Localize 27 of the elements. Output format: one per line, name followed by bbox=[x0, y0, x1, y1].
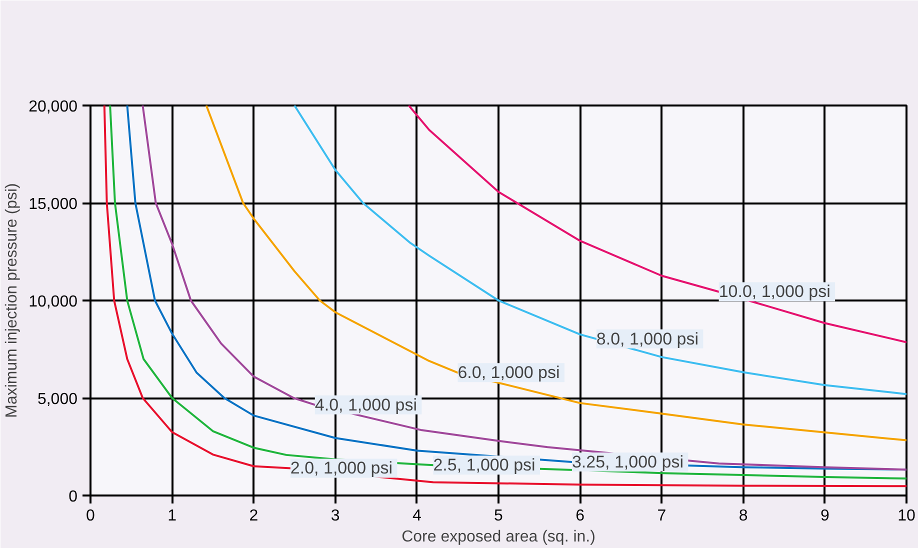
x-tick-label: 10 bbox=[898, 508, 916, 524]
y-tick-label: 5,000 bbox=[37, 391, 78, 408]
annotation: 8.0, 1,000 psi bbox=[596, 329, 698, 348]
x-tick-label: 9 bbox=[820, 508, 830, 524]
y-tick-label: 20,000 bbox=[28, 98, 78, 116]
x-axis-title: Core exposed area (sq. in.) bbox=[402, 528, 596, 546]
x-tick-label: 7 bbox=[657, 508, 666, 524]
x-tick-label: 4 bbox=[412, 508, 422, 524]
annotation: 4.0, 1,000 psi bbox=[314, 395, 417, 414]
y-tick-label: 10,000 bbox=[28, 294, 78, 310]
annotation: 2.5, 1,000 psi bbox=[433, 456, 536, 475]
x-tick-label: 3 bbox=[330, 508, 340, 524]
y-tick-label: 15,000 bbox=[28, 196, 78, 213]
y-axis-title: Maximum injection pressure (psi) bbox=[4, 183, 21, 418]
annotation: 2.0, 1,000 psi bbox=[290, 458, 392, 478]
x-tick-label: 5 bbox=[494, 508, 504, 524]
line-series bbox=[205, 106, 906, 442]
x-tick-label: 2 bbox=[249, 508, 258, 524]
x-tick-label: 8 bbox=[738, 508, 748, 524]
x-tick-label: 6 bbox=[576, 508, 585, 524]
x-tick-label: 0 bbox=[86, 508, 96, 524]
annotation: 6.0, 1,000 psi bbox=[458, 363, 560, 382]
x-tick-label: 1 bbox=[168, 508, 177, 524]
annotation: 10.0, 1,000 psi bbox=[718, 282, 830, 302]
line-series bbox=[294, 106, 906, 396]
annotation: 3.25, 1,000 psi bbox=[572, 452, 684, 472]
y-tick-label: 0 bbox=[68, 488, 78, 506]
